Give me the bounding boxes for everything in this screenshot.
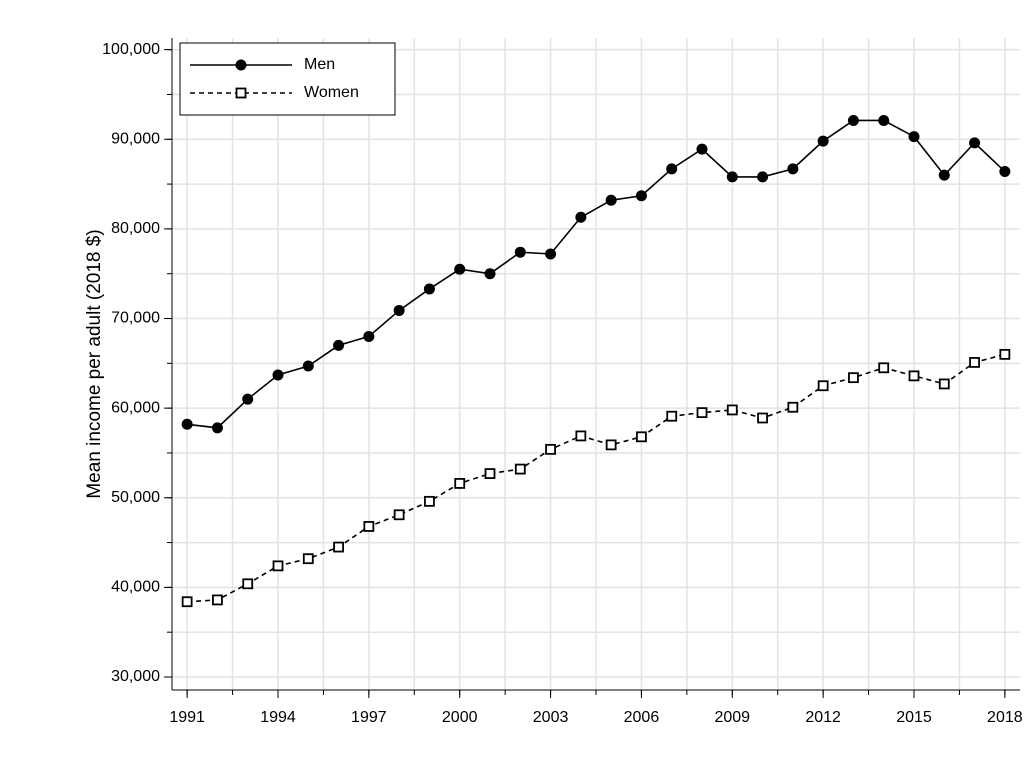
marker <box>605 194 617 206</box>
marker <box>757 171 769 183</box>
y-tick-label: 50,000 <box>111 489 160 506</box>
marker <box>242 393 254 405</box>
marker <box>726 171 738 183</box>
marker <box>969 357 980 368</box>
legend: Men Women <box>179 42 396 116</box>
marker <box>817 380 829 392</box>
marker <box>272 560 284 572</box>
y-tick-label: 90,000 <box>111 130 160 147</box>
marker <box>514 463 526 475</box>
y-tick-label: 70,000 <box>111 310 160 327</box>
x-tick-label: 2000 <box>442 709 478 726</box>
x-tick-label: 1994 <box>260 709 296 726</box>
marker <box>302 553 314 565</box>
marker <box>908 370 920 382</box>
marker <box>272 369 284 381</box>
marker <box>423 283 435 295</box>
marker <box>938 169 950 181</box>
x-tick-label: 1991 <box>169 709 205 726</box>
marker <box>484 468 496 479</box>
x-tick-label: 2009 <box>714 709 750 726</box>
y-tick-label: 80,000 <box>111 220 160 237</box>
marker <box>211 422 223 434</box>
legend-label: Men <box>304 56 335 73</box>
legend-marker <box>235 59 247 71</box>
marker <box>787 401 799 413</box>
marker <box>847 114 859 126</box>
marker <box>363 521 375 532</box>
marker <box>726 404 738 416</box>
marker <box>575 430 587 442</box>
marker <box>666 410 678 422</box>
marker <box>484 268 496 280</box>
marker <box>696 407 708 419</box>
legend-marker <box>235 87 247 99</box>
marker <box>636 431 647 443</box>
marker <box>302 360 314 372</box>
x-tick-label: 2018 <box>987 709 1023 726</box>
x-tick-label: 1997 <box>351 709 387 726</box>
series-line <box>187 353 1006 603</box>
marker <box>999 348 1011 360</box>
marker <box>181 596 193 608</box>
marker <box>424 495 435 507</box>
marker <box>393 509 405 521</box>
x-tick-label: 2012 <box>805 709 841 726</box>
marker <box>575 211 587 223</box>
marker <box>635 190 647 202</box>
x-tick-label: 2003 <box>533 709 569 726</box>
marker <box>242 578 254 590</box>
marker <box>878 362 890 374</box>
marker <box>787 163 799 175</box>
marker <box>999 166 1011 178</box>
marker <box>545 443 556 455</box>
marker <box>333 339 345 351</box>
marker <box>817 135 829 147</box>
y-tick-label: 60,000 <box>111 399 160 416</box>
marker <box>666 163 678 175</box>
marker <box>363 330 375 342</box>
series-line <box>187 119 1006 429</box>
x-tick-label: 2015 <box>896 709 932 726</box>
y-axis-title: Mean income per adult (2018 $) <box>84 229 105 498</box>
marker <box>605 439 617 451</box>
marker <box>696 143 708 155</box>
x-tick-label: 2006 <box>624 709 660 726</box>
marker <box>454 263 466 275</box>
marker <box>393 304 405 316</box>
marker <box>454 478 466 489</box>
marker <box>938 378 950 390</box>
legend-label: Women <box>304 84 359 101</box>
y-tick-label: 40,000 <box>111 579 160 596</box>
marker <box>969 137 981 149</box>
marker <box>181 418 193 430</box>
marker <box>908 131 920 143</box>
marker <box>333 541 344 553</box>
marker <box>848 372 859 384</box>
marker <box>514 246 526 258</box>
y-tick-label: 100,000 <box>102 41 160 58</box>
legend-box <box>179 42 396 116</box>
marker <box>212 594 223 606</box>
y-tick-label: 30,000 <box>111 668 160 685</box>
marker <box>757 412 768 424</box>
marker <box>878 114 890 126</box>
marker <box>545 248 557 260</box>
